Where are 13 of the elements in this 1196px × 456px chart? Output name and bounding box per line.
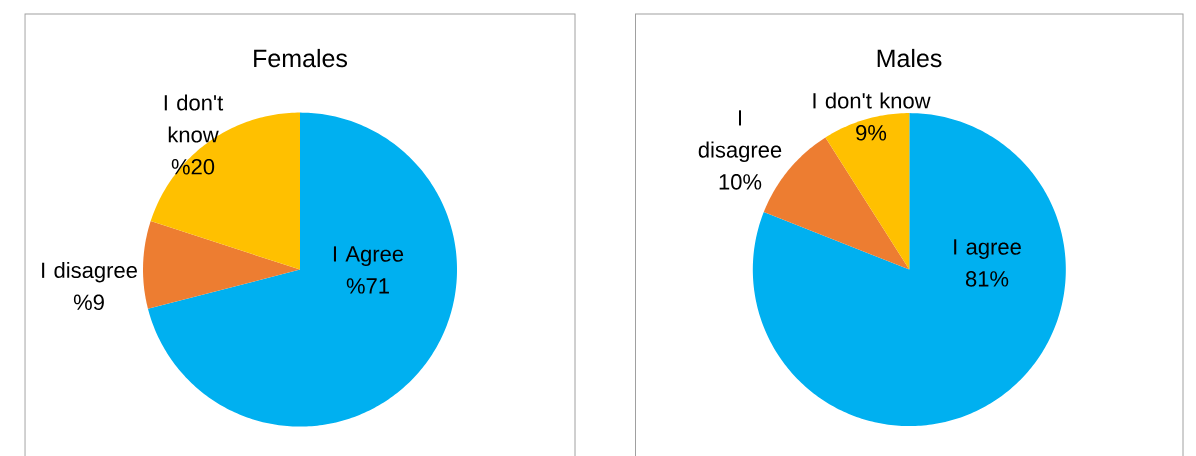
chart-title: Females xyxy=(254,48,348,68)
data-label: 81% xyxy=(965,271,1009,287)
slice-label: I disagree xyxy=(698,110,782,163)
data-label: %71 xyxy=(346,278,389,294)
data-label: %9 xyxy=(73,294,104,311)
data-label: 10% xyxy=(719,174,762,190)
chart-title: Males xyxy=(877,48,942,68)
slice-label: I disagree xyxy=(42,261,137,283)
slice-label: I don't know xyxy=(164,94,224,143)
slice-label: I Agree xyxy=(333,246,404,267)
slice-label: I agree xyxy=(954,239,1021,260)
slice-label: I don't know xyxy=(813,92,931,109)
data-label: 9% xyxy=(856,124,887,141)
